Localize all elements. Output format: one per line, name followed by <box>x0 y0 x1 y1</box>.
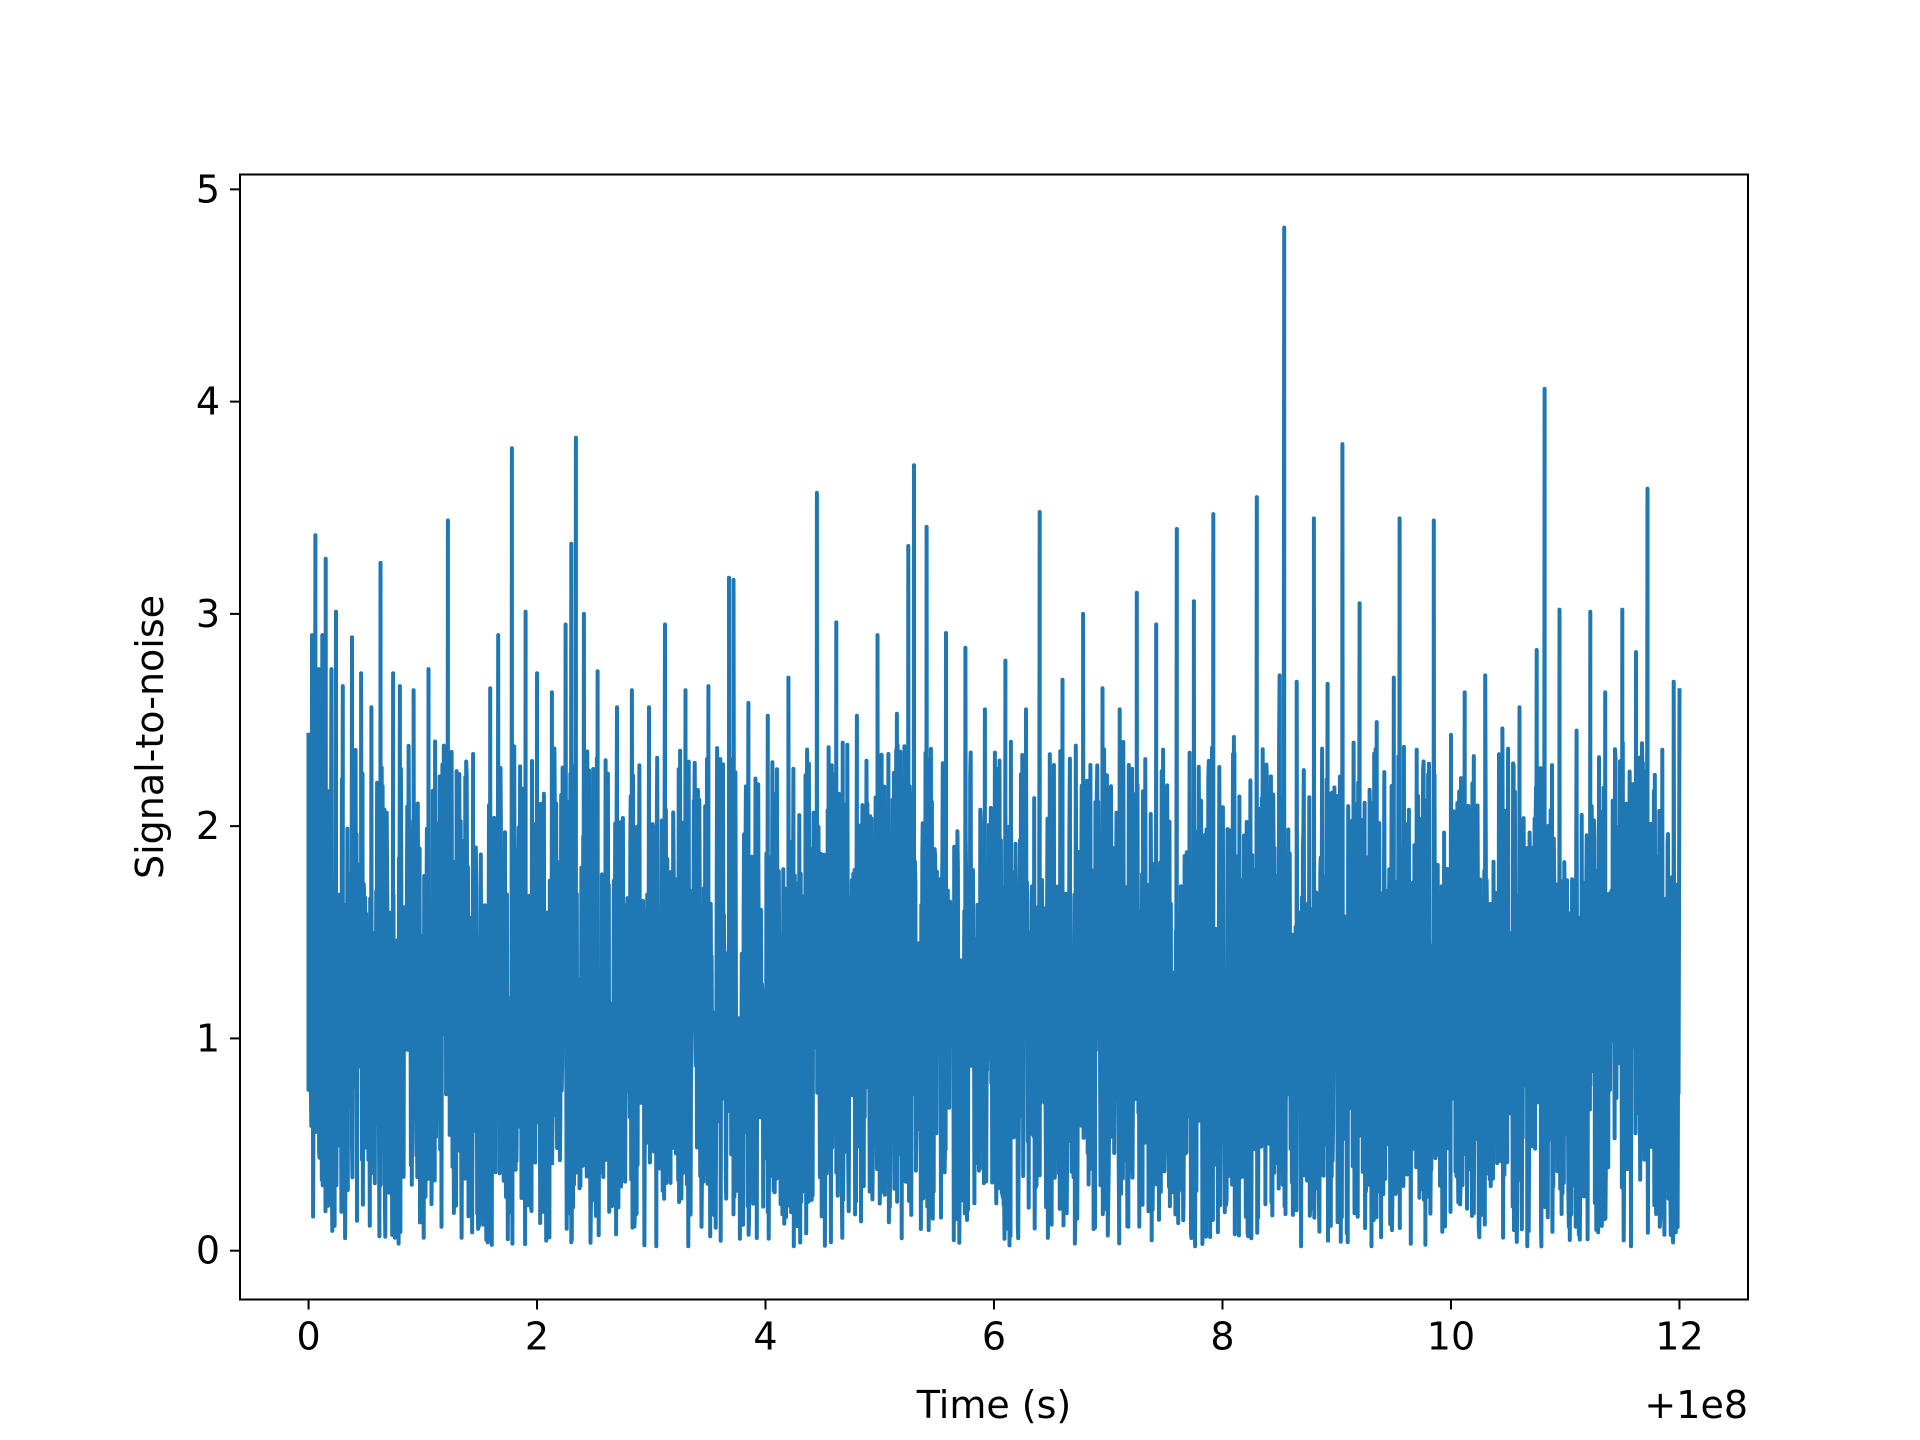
x-tick-label: 6 <box>982 1315 1006 1359</box>
x-tick-label: 2 <box>525 1315 549 1359</box>
y-tick-label: 3 <box>196 592 220 636</box>
x-tick-label: 12 <box>1655 1315 1703 1359</box>
x-tick-label: 10 <box>1427 1315 1475 1359</box>
y-tick-label: 2 <box>196 804 220 848</box>
y-tick-label: 0 <box>196 1229 220 1273</box>
x-tick-label: 0 <box>296 1315 320 1359</box>
x-tick-label: 4 <box>753 1315 777 1359</box>
y-tick-label: 1 <box>196 1016 220 1060</box>
x-axis-label: Time (s) <box>916 1383 1072 1427</box>
y-axis-label: Signal-to-noise <box>128 595 172 879</box>
x-axis: 0 2 4 6 8 10 12 <box>296 1299 1704 1359</box>
y-axis: 0 1 2 3 4 5 <box>196 167 240 1273</box>
x-tick-label: 8 <box>1210 1315 1234 1359</box>
y-tick-label: 5 <box>196 167 220 211</box>
y-tick-label: 4 <box>196 380 220 424</box>
series-line <box>306 225 1682 1249</box>
series-layer <box>306 225 1682 1249</box>
x-offset-label: +1e8 <box>1644 1383 1748 1427</box>
